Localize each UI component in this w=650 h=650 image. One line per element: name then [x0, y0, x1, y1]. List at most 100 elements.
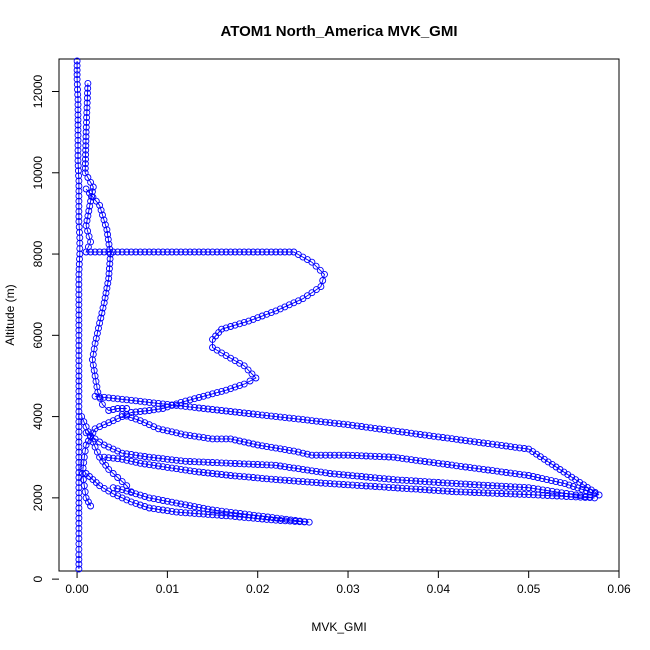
data-point	[75, 377, 83, 385]
data-point	[163, 248, 171, 256]
data-point	[457, 480, 465, 488]
data-point	[358, 473, 366, 480]
data-point	[389, 476, 397, 484]
data-point	[562, 493, 570, 500]
data-point	[75, 331, 83, 339]
y-tick-label: 6000	[31, 322, 45, 349]
data-point	[272, 444, 280, 452]
data-point	[240, 438, 248, 446]
data-point	[74, 96, 82, 104]
data-point	[539, 486, 547, 494]
data-point	[416, 431, 424, 438]
data-point	[204, 434, 212, 442]
data-point	[452, 480, 460, 488]
data-point	[236, 409, 244, 416]
data-point	[75, 218, 83, 225]
data-point	[252, 374, 260, 382]
data-point	[105, 443, 113, 451]
series-4	[91, 392, 603, 499]
data-point	[75, 519, 83, 527]
data-point	[245, 439, 253, 447]
data-point	[75, 301, 83, 309]
data-point	[349, 421, 356, 429]
plot-area	[73, 57, 603, 573]
data-point	[136, 248, 144, 256]
data-point	[150, 454, 158, 462]
data-point	[204, 405, 212, 413]
data-point	[75, 428, 83, 436]
data-point	[123, 496, 131, 504]
data-point	[268, 514, 276, 522]
data-point	[123, 405, 131, 412]
data-point	[105, 274, 113, 282]
data-point	[74, 121, 82, 129]
y-tick-label: 0	[31, 575, 45, 582]
data-point	[267, 309, 275, 317]
data-point	[255, 512, 263, 520]
data-point	[493, 482, 501, 490]
data-point	[204, 248, 212, 256]
data-point	[299, 465, 307, 473]
data-point	[227, 472, 235, 479]
data-point	[213, 470, 221, 478]
data-point	[331, 451, 338, 459]
data-point	[507, 483, 515, 491]
data-point	[105, 419, 113, 427]
data-point	[195, 503, 203, 511]
data-point	[308, 417, 316, 425]
data-point	[74, 157, 82, 165]
data-point	[154, 496, 162, 504]
data-point	[553, 488, 561, 496]
data-point	[516, 490, 524, 498]
data-point	[75, 306, 83, 314]
data-point	[159, 463, 167, 471]
data-point	[127, 248, 135, 256]
data-point	[172, 401, 180, 409]
data-point	[75, 494, 83, 502]
data-point	[331, 470, 338, 478]
data-point	[407, 456, 415, 464]
data-point	[471, 438, 478, 446]
data-point	[104, 235, 112, 243]
data-point	[227, 508, 235, 516]
data-point	[591, 490, 599, 498]
data-point	[281, 463, 289, 471]
data-point	[154, 462, 162, 470]
data-point	[258, 411, 266, 419]
data-point	[335, 420, 343, 428]
data-point	[236, 472, 244, 480]
data-point	[177, 457, 185, 465]
data-point	[231, 383, 239, 391]
data-point	[281, 476, 289, 484]
data-point	[511, 443, 519, 451]
data-point	[434, 459, 442, 467]
data-point	[303, 450, 311, 458]
data-point	[86, 202, 94, 210]
data-point	[480, 439, 487, 447]
data-point	[245, 473, 253, 481]
data-point	[82, 123, 90, 131]
data-point	[159, 497, 167, 504]
data-point	[258, 248, 266, 256]
data-point	[294, 415, 302, 423]
data-point	[430, 459, 438, 467]
data-point	[106, 245, 114, 253]
data-point	[91, 372, 99, 380]
data-point	[177, 430, 185, 438]
data-point	[163, 455, 171, 463]
data-point	[75, 260, 83, 268]
data-point	[172, 248, 180, 256]
data-point	[367, 424, 375, 432]
data-point	[290, 299, 298, 307]
data-point	[291, 517, 299, 524]
data-point	[371, 474, 379, 482]
data-point	[263, 475, 271, 483]
data-point	[335, 451, 343, 459]
data-point	[272, 476, 280, 484]
data-point	[105, 454, 113, 462]
data-point	[344, 421, 352, 429]
data-point	[489, 440, 496, 448]
data-point	[76, 255, 83, 263]
data-point	[136, 452, 144, 460]
data-point	[159, 455, 167, 463]
